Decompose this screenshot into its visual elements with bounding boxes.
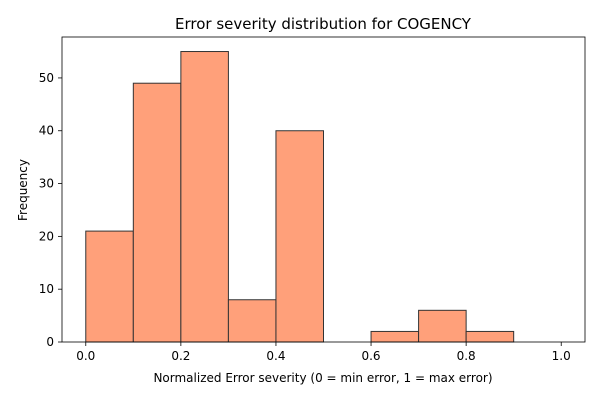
histogram-bar bbox=[132, 82, 182, 343]
x-tick-label: 0.8 bbox=[457, 349, 476, 363]
plot-frame bbox=[61, 36, 586, 343]
y-axis-ticks: 0 10 20 30 40 50 bbox=[39, 71, 62, 349]
y-tick-label: 10 bbox=[39, 282, 54, 296]
histogram-bar bbox=[370, 330, 420, 343]
histogram-bar bbox=[275, 130, 325, 343]
x-tick-label: 0.6 bbox=[361, 349, 380, 363]
histogram-bar bbox=[465, 330, 515, 343]
histogram-bar bbox=[180, 51, 229, 343]
x-tick-label: 0.4 bbox=[266, 349, 285, 363]
y-tick-label: 20 bbox=[39, 229, 54, 243]
y-tick-label: 40 bbox=[39, 124, 54, 138]
chart-title: Error severity distribution for COGENCY bbox=[175, 15, 472, 33]
bars-group bbox=[85, 51, 515, 343]
x-tick-label: 1.0 bbox=[552, 349, 571, 363]
y-axis-title: Frequency bbox=[16, 159, 30, 221]
x-axis-title: Normalized Error severity (0 = min error… bbox=[153, 371, 492, 385]
x-tick-label: 0.0 bbox=[76, 349, 95, 363]
x-axis-ticks: 0.0 0.2 0.4 0.6 0.8 1.0 bbox=[76, 342, 571, 363]
histogram-bar bbox=[85, 230, 134, 343]
y-tick-label: 0 bbox=[46, 335, 54, 349]
histogram-bar bbox=[227, 299, 277, 343]
y-tick-label: 30 bbox=[39, 177, 54, 191]
histogram-bar bbox=[418, 309, 467, 343]
y-tick-label: 50 bbox=[39, 71, 54, 85]
x-tick-label: 0.2 bbox=[171, 349, 190, 363]
